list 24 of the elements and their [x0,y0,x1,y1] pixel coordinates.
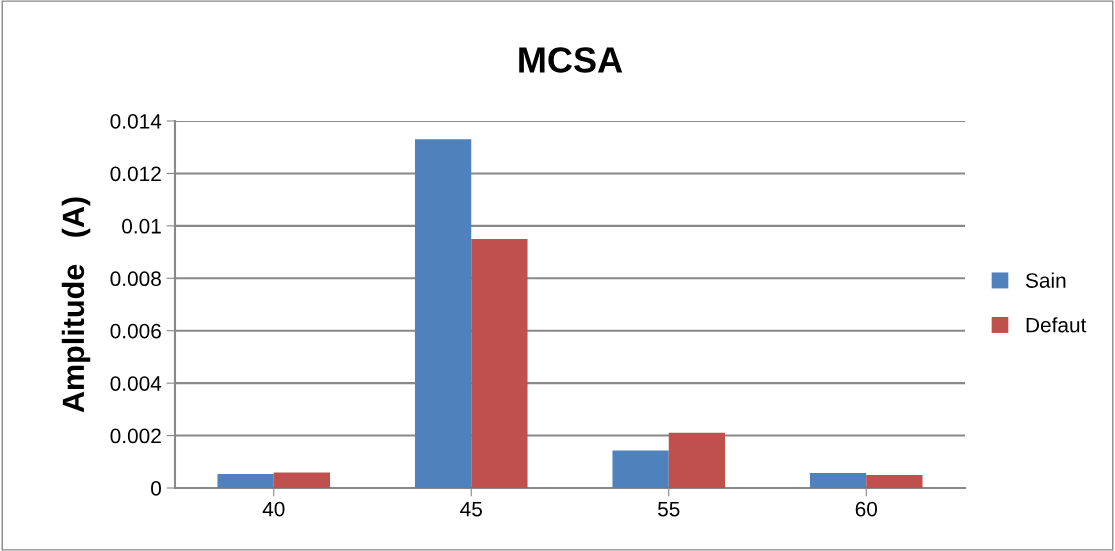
bar [273,472,331,488]
y-tick-label: 0.002 [110,428,161,444]
bar [217,474,274,488]
y-tick-label: 0.014 [110,114,162,129]
legend-label: Defaut [1026,317,1087,333]
y-tick-label: 0.01 [122,218,161,234]
bar [809,473,867,488]
legend-label: Sain [1025,272,1066,288]
x-tick-label: 55 [658,501,680,517]
y-tick-label: 0.006 [110,323,161,339]
x-tick-label: 40 [262,501,285,517]
y-tick-label: 0.004 [110,376,162,391]
bar [866,474,923,488]
y-tick-label: 0 [151,481,161,496]
x-tick-label: 60 [855,501,878,517]
x-tick-label: 45 [460,501,482,517]
bar [471,238,528,488]
bar [668,432,726,488]
bar [612,450,669,488]
chart-title: MCSA [519,47,623,73]
y-axis-title: Amplitude (A) [61,197,91,413]
y-tick-label: 0.008 [110,271,161,287]
bar [414,139,472,488]
y-tick-label: 0.012 [110,166,161,182]
